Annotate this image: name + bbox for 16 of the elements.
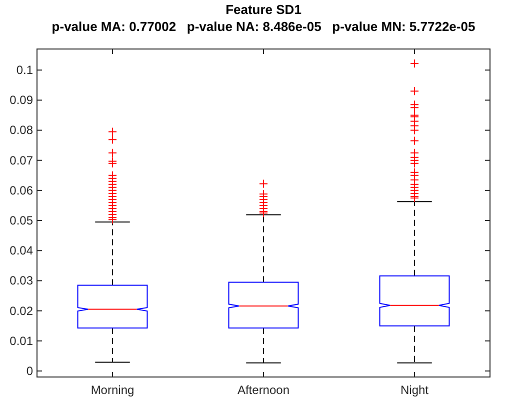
y-tick-label: 0.08 [10, 123, 34, 138]
y-tick-label: 0.04 [10, 244, 34, 258]
y-tick-label: 0.07 [10, 153, 34, 168]
x-tick-label: Morning [90, 383, 134, 397]
y-tick-label: 0.01 [10, 334, 34, 348]
chart-title: Feature SD1 [226, 2, 302, 17]
y-tick-label: 0 [26, 364, 34, 378]
y-tick-label: 0.03 [10, 274, 34, 288]
y-tick-label: 0.05 [10, 214, 34, 228]
x-tick-label: Night [400, 383, 430, 397]
y-tick-label: 0.06 [10, 183, 34, 198]
y-tick-label: 0.02 [10, 304, 34, 318]
y-tick-label: 0.09 [10, 93, 34, 108]
y-tick-label: 0.1 [16, 63, 34, 78]
chart-subtitle: p-value MA: 0.77002 p-value NA: 8.486e-05 p-value MN: 5.7722e-05 [52, 19, 476, 34]
x-tick-label: Afternoon [237, 383, 290, 397]
